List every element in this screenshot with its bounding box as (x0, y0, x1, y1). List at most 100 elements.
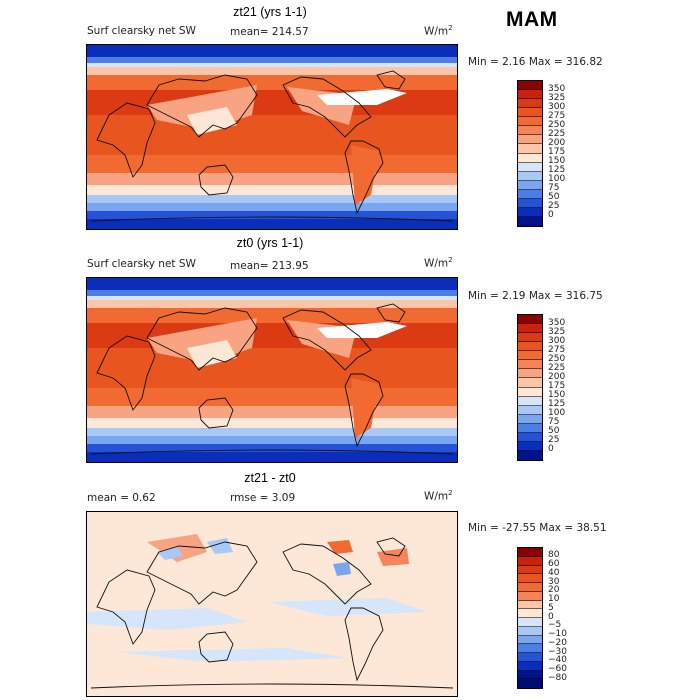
colorbar-swatch (518, 600, 542, 610)
colorbar-swatch (518, 198, 542, 208)
colorbar-swatch (518, 90, 542, 100)
colorbar-swatch (518, 351, 542, 361)
colorbar-tick-label: −20 (548, 637, 567, 648)
colorbar-swatch (518, 207, 542, 217)
colorbar-tick-label: 0 (548, 210, 554, 221)
map-field (87, 512, 457, 696)
colorbar-tick-label: 0 (548, 611, 554, 622)
colorbar-tick-label: −30 (548, 646, 567, 657)
colorbar-swatch (518, 591, 542, 601)
colorbar-tick-label: 250 (548, 353, 566, 364)
colorbar-swatch (518, 378, 542, 388)
colorbar-swatch (518, 618, 542, 627)
colorbar-swatch (518, 670, 542, 680)
colorbar-swatch (518, 548, 542, 557)
colorbar-swatch (518, 626, 542, 636)
panel-1-mean-label: mean= 214.57 (230, 26, 309, 38)
colorbar-tick-label: 325 (548, 92, 566, 103)
colorbar-swatch (518, 644, 542, 653)
colorbar-tick-label: 60 (548, 559, 560, 569)
colorbar-tick-label: 350 (548, 83, 566, 94)
colorbar-tick-label: 0 (548, 444, 554, 455)
colorbar-swatch (518, 369, 542, 379)
colorbar-tick-label: 125 (548, 165, 566, 176)
colorbar-tick-label: 250 (548, 119, 566, 130)
colorbar-swatch (518, 189, 542, 199)
colorbar-tick-label: −60 (548, 664, 567, 674)
colorbar-swatch (518, 99, 542, 109)
colorbar-tick-label: 300 (548, 101, 566, 112)
colorbar-tick-label: 175 (548, 381, 566, 391)
colorbar-tick-label: 150 (548, 156, 566, 167)
panel-1-units: W/m2 (424, 24, 453, 38)
colorbar-tick-label: 25 (548, 435, 560, 446)
panel-3-colorbar-ticks: 80 60 40 30 20 10 5 0 −5 −10 −20 −30 −40 −60 −80 (548, 547, 588, 687)
colorbar-tick-label: 5 (548, 602, 554, 613)
colorbar-tick-label: 100 (548, 174, 566, 185)
colorbar-swatch (518, 333, 542, 343)
panel-1-title: zt21 (yrs 1-1) (233, 5, 307, 19)
colorbar-swatch (518, 153, 542, 163)
colorbar-tick-label: 75 (548, 417, 560, 428)
colorbar-tick-label: 30 (548, 576, 560, 587)
colorbar-swatch (518, 387, 542, 397)
panel-1-colorbar-ticks: 350 325 300 275 250 225 200 175 150 125 100 75 50 25 0 (548, 80, 588, 225)
colorbar-tick-label: 20 (548, 585, 560, 596)
colorbar-swatch (518, 661, 542, 671)
colorbar-tick-label: 350 (548, 317, 566, 328)
colorbar-swatch (518, 441, 542, 451)
panel-3-mean-label: mean = 0.62 (87, 492, 156, 504)
colorbar-swatch (518, 423, 542, 433)
colorbar-tick-label: 300 (548, 335, 566, 346)
colorbar-swatch (518, 556, 542, 566)
colorbar-tick-label: 275 (548, 110, 566, 121)
colorbar-swatch (518, 583, 542, 592)
colorbar-swatch (518, 679, 542, 688)
map-field (87, 278, 457, 462)
panel-3-colorbar (517, 547, 543, 689)
colorbar-tick-label: −10 (548, 629, 567, 639)
colorbar-swatch (518, 396, 542, 406)
panel-2-mean-label: mean= 213.95 (230, 260, 309, 272)
colorbar-swatch (518, 565, 542, 575)
colorbar-tick-label: 275 (548, 344, 566, 355)
colorbar-tick-label: 50 (548, 426, 560, 437)
panel-3-min-max: Min = -27.55 Max = 38.51 (468, 522, 607, 534)
colorbar-swatch (518, 117, 542, 127)
panel-2-min-max: Min = 2.19 Max = 316.75 (468, 290, 603, 302)
colorbar-tick-label: −40 (548, 655, 567, 666)
colorbar-tick-label: 10 (548, 594, 560, 604)
colorbar-swatch (518, 144, 542, 154)
colorbar-swatch (518, 180, 542, 190)
colorbar-swatch (518, 81, 542, 91)
colorbar-tick-label: 80 (548, 550, 560, 561)
colorbar-tick-label: 50 (548, 192, 560, 203)
colorbar-swatch (518, 324, 542, 334)
colorbar-tick-label: 150 (548, 390, 566, 401)
colorbar-tick-label: 175 (548, 147, 566, 157)
colorbar-tick-label: 200 (548, 371, 566, 382)
colorbar-swatch (518, 171, 542, 181)
panel-1-map (86, 44, 458, 230)
panel-1-variable-label: Surf clearsky net SW (87, 25, 196, 37)
colorbar-swatch (518, 635, 542, 645)
panel-3-rmse-label: rmse = 3.09 (230, 492, 296, 504)
colorbar-tick-label: 125 (548, 399, 566, 410)
colorbar-tick-label: −5 (548, 620, 562, 631)
colorbar-swatch (518, 126, 542, 136)
colorbar-swatch (518, 216, 542, 226)
colorbar-tick-label: 325 (548, 326, 566, 337)
panel-3-units: W/m2 (424, 489, 453, 503)
panel-1-min-max: Min = 2.16 Max = 316.82 (468, 56, 603, 68)
panel-2-units: W/m2 (424, 256, 453, 270)
panel-2-colorbar-ticks: 350 325 300 275 250 225 200 175 150 125 100 75 50 25 0 (548, 314, 588, 459)
colorbar-swatch (518, 432, 542, 442)
colorbar-tick-label: 25 (548, 201, 560, 212)
colorbar-swatch (518, 135, 542, 145)
map-field (87, 45, 457, 229)
colorbar-tick-label: −80 (548, 672, 567, 683)
colorbar-swatch (518, 609, 542, 618)
colorbar-tick-label: 100 (548, 408, 566, 419)
colorbar-swatch (518, 108, 542, 118)
colorbar-tick-label: 200 (548, 137, 566, 148)
